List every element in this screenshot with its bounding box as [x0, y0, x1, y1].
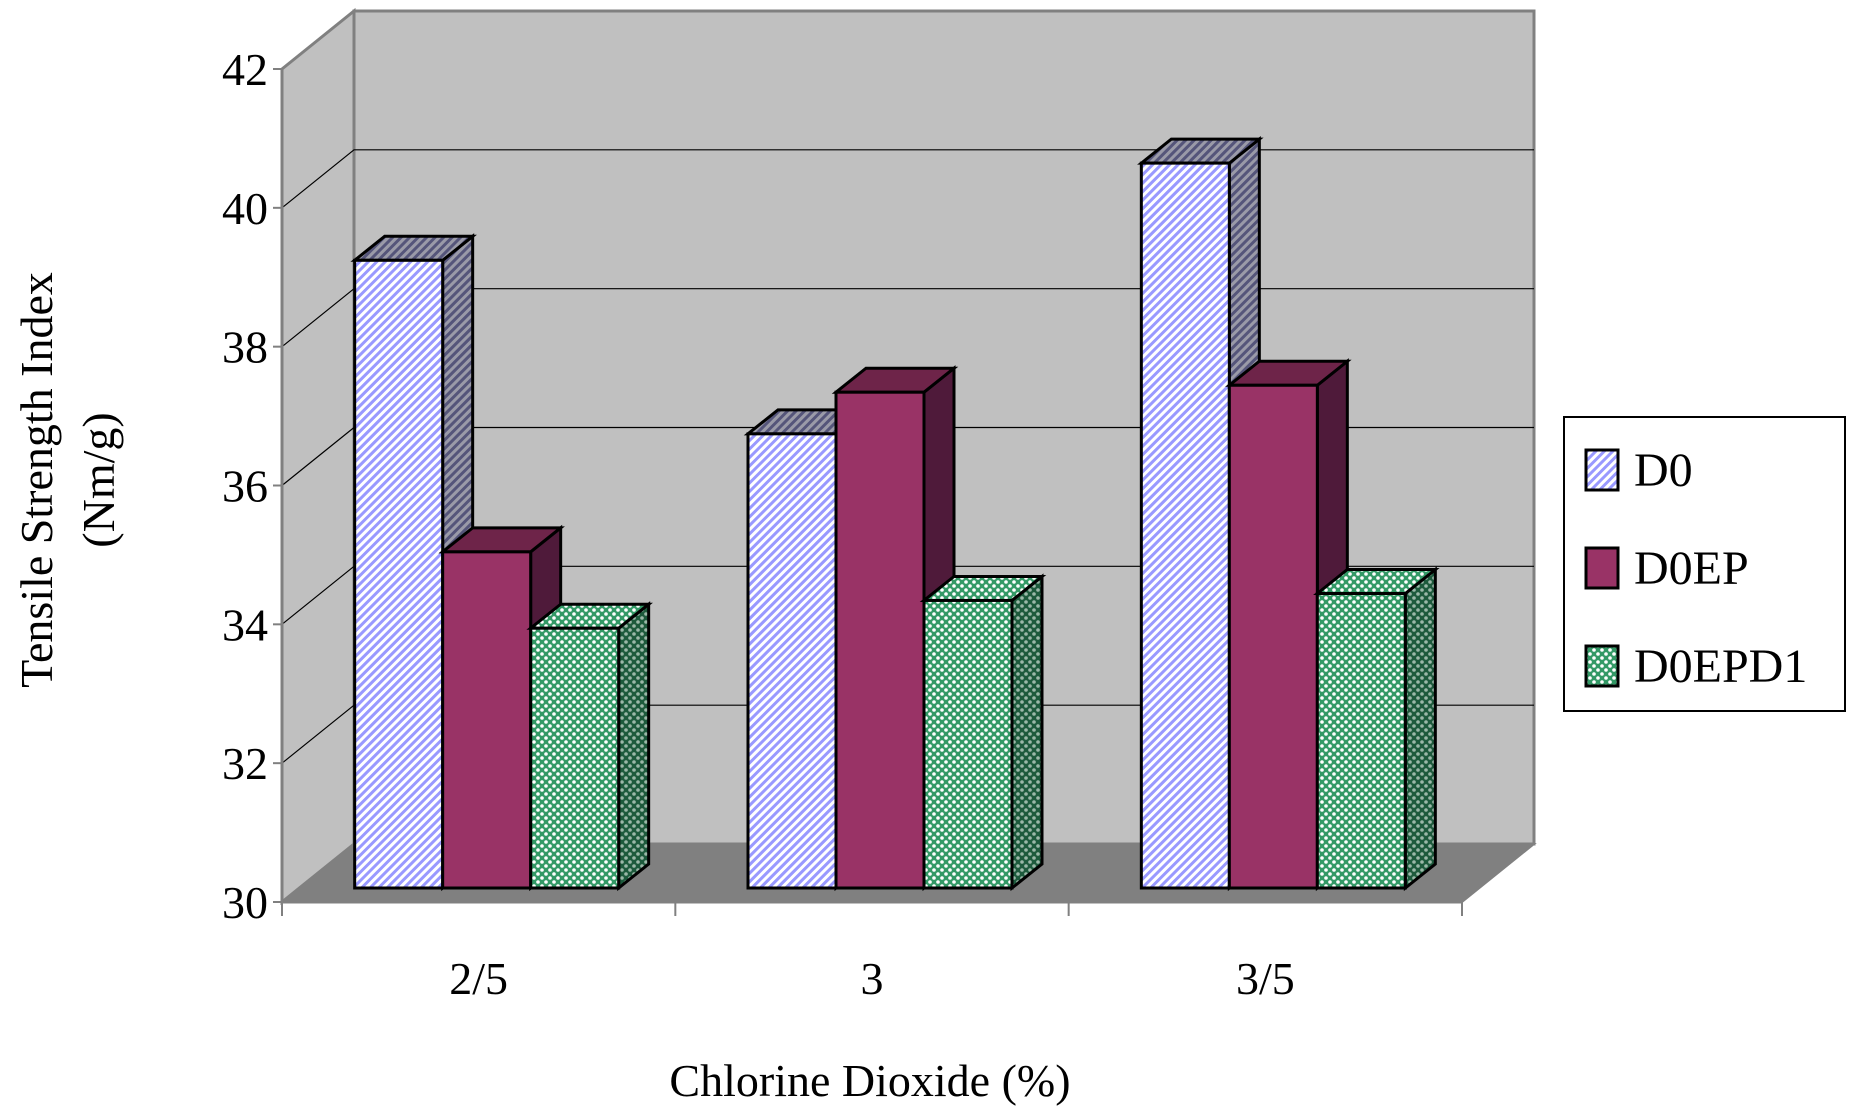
- y-axis-title-line2: (Nm/g): [73, 412, 124, 547]
- bar-side-face: [617, 601, 651, 892]
- y-tick-label: 36: [222, 461, 268, 512]
- bar-front-face: [746, 432, 838, 890]
- x-axis-title: Chlorine Dioxide (%): [669, 1055, 1070, 1106]
- legend: D0 D0EP D0EPD1: [1563, 416, 1846, 712]
- bar-front-face: [922, 598, 1014, 890]
- y-tick-label: 30: [222, 877, 268, 928]
- x-tick-label: 2/5: [449, 953, 508, 1004]
- bar-front-face: [1139, 161, 1231, 890]
- y-tick-label: 42: [222, 44, 268, 95]
- legend-label: D0EPD1: [1634, 640, 1807, 693]
- bar-d0ep-2: [1225, 358, 1352, 892]
- y-tick-label: 40: [222, 183, 268, 234]
- x-tick-label: 3/5: [1236, 953, 1295, 1004]
- legend-swatch: [1584, 546, 1620, 590]
- legend-label: D0: [1634, 444, 1693, 497]
- y-tick-label: 38: [222, 322, 268, 373]
- bar-front-face: [353, 258, 445, 890]
- bar-front-face: [529, 626, 621, 890]
- bar-d0epd1-0: [526, 601, 653, 892]
- bar-front-face: [1315, 592, 1407, 890]
- gridline: [281, 149, 1534, 209]
- bar-front-face: [834, 390, 926, 890]
- bar-d0epd1-1: [919, 573, 1047, 892]
- y-axis-title-line1: Tensile Strength Index: [11, 272, 62, 688]
- y-tick-label: 32: [222, 738, 268, 789]
- x-tick-label: 3: [861, 953, 884, 1004]
- bar-d0epd1-2: [1313, 566, 1440, 892]
- bar-side-face: [1403, 566, 1437, 892]
- legend-swatch: [1584, 644, 1620, 688]
- bar-front-face: [1227, 383, 1319, 890]
- bar-front-face: [441, 550, 533, 890]
- bar-side-face: [1010, 573, 1044, 892]
- bars-layer: [350, 136, 1440, 892]
- legend-swatch: [1584, 448, 1620, 492]
- legend-label: D0EP: [1634, 542, 1749, 595]
- y-tick-label: 34: [222, 599, 268, 650]
